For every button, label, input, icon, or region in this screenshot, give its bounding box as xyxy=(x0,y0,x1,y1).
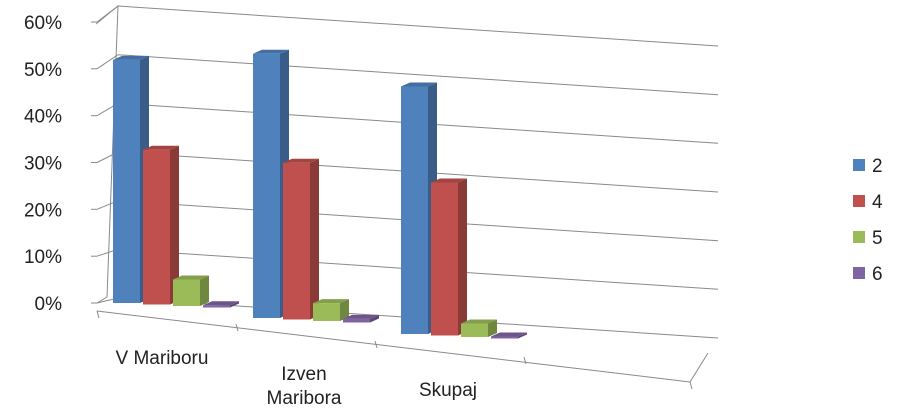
gridline xyxy=(117,54,719,96)
bar xyxy=(491,332,527,339)
category-tick-mark xyxy=(235,323,239,332)
bar-side xyxy=(370,314,379,323)
floor-right-edge xyxy=(689,352,709,383)
y-tick-label: 60% xyxy=(24,13,62,34)
bar-front xyxy=(401,86,428,334)
y-tick-label: 20% xyxy=(24,200,62,221)
category-tick-mark xyxy=(689,381,693,390)
bar-top xyxy=(431,178,467,183)
category-label: Skupaj xyxy=(419,380,477,401)
bar-top xyxy=(203,301,239,306)
bars xyxy=(113,49,527,339)
legend-swatch xyxy=(853,231,865,243)
bar xyxy=(461,319,497,337)
legend-label: 2 xyxy=(872,156,883,177)
bar xyxy=(203,301,239,308)
bar-front xyxy=(143,149,170,305)
legend-item: 6 xyxy=(853,264,883,285)
bar-front xyxy=(431,182,458,336)
gridline xyxy=(117,5,719,47)
bar-side xyxy=(458,178,467,336)
legend-swatch xyxy=(853,267,865,279)
legend-item: 4 xyxy=(853,192,883,213)
legend-item: 5 xyxy=(853,228,883,249)
bar xyxy=(283,158,319,320)
bar-top xyxy=(461,319,497,324)
bar-side xyxy=(170,145,179,305)
bar xyxy=(143,145,179,305)
bar-top xyxy=(401,82,437,87)
floor-front-edge xyxy=(96,310,691,383)
bar-top xyxy=(343,314,379,319)
y-tick-label: 30% xyxy=(24,154,62,175)
y-tick-label: 40% xyxy=(24,107,62,128)
gridline-side xyxy=(96,5,119,23)
category-tick-mark xyxy=(374,340,378,349)
bar xyxy=(313,299,349,321)
gridline-side xyxy=(96,54,119,70)
bar-front xyxy=(491,336,518,339)
y-tick-label: 10% xyxy=(24,247,62,268)
category-tick-mark xyxy=(523,356,527,365)
bar-top xyxy=(253,49,289,54)
bar-top xyxy=(283,158,319,163)
bar-side xyxy=(488,319,497,337)
y-axis-tick-labels: 0% 10% 20% 30% 40% 50% 60% xyxy=(24,13,97,315)
bar-top xyxy=(113,55,149,60)
bar-side xyxy=(518,332,527,339)
bar-top xyxy=(313,299,349,304)
bar xyxy=(343,314,379,323)
bar xyxy=(431,178,467,336)
bar-side xyxy=(340,299,349,321)
bar-front xyxy=(113,59,140,304)
category-label: Izven Maribora xyxy=(267,364,342,409)
bar-top xyxy=(143,145,179,150)
legend-item: 2 xyxy=(853,156,883,177)
bar-side xyxy=(200,275,209,306)
bar-top xyxy=(173,275,209,280)
bar-top xyxy=(491,332,527,337)
bar-side xyxy=(230,301,239,308)
bar-front xyxy=(461,323,488,337)
legend-label: 5 xyxy=(872,228,883,249)
bar-front xyxy=(203,305,230,308)
bar-front xyxy=(253,53,280,318)
category-tick-mark xyxy=(96,310,100,319)
legend-swatch xyxy=(853,195,865,207)
bar-front xyxy=(343,318,370,323)
bar xyxy=(173,275,209,306)
legend-swatch xyxy=(853,159,865,171)
bar-front xyxy=(313,303,340,321)
legend: 2 4 5 6 xyxy=(853,156,883,285)
bar-front xyxy=(173,279,200,306)
bar-side xyxy=(310,158,319,320)
bar-front xyxy=(283,162,310,320)
legend-label: 4 xyxy=(872,192,883,213)
y-tick-label: 0% xyxy=(35,294,63,315)
legend-label: 6 xyxy=(872,264,883,285)
category-label: V Mariboru xyxy=(116,348,209,369)
y-tick-label: 50% xyxy=(24,60,62,81)
category-labels: V Mariboru Izven Maribora Skupaj xyxy=(96,310,693,409)
